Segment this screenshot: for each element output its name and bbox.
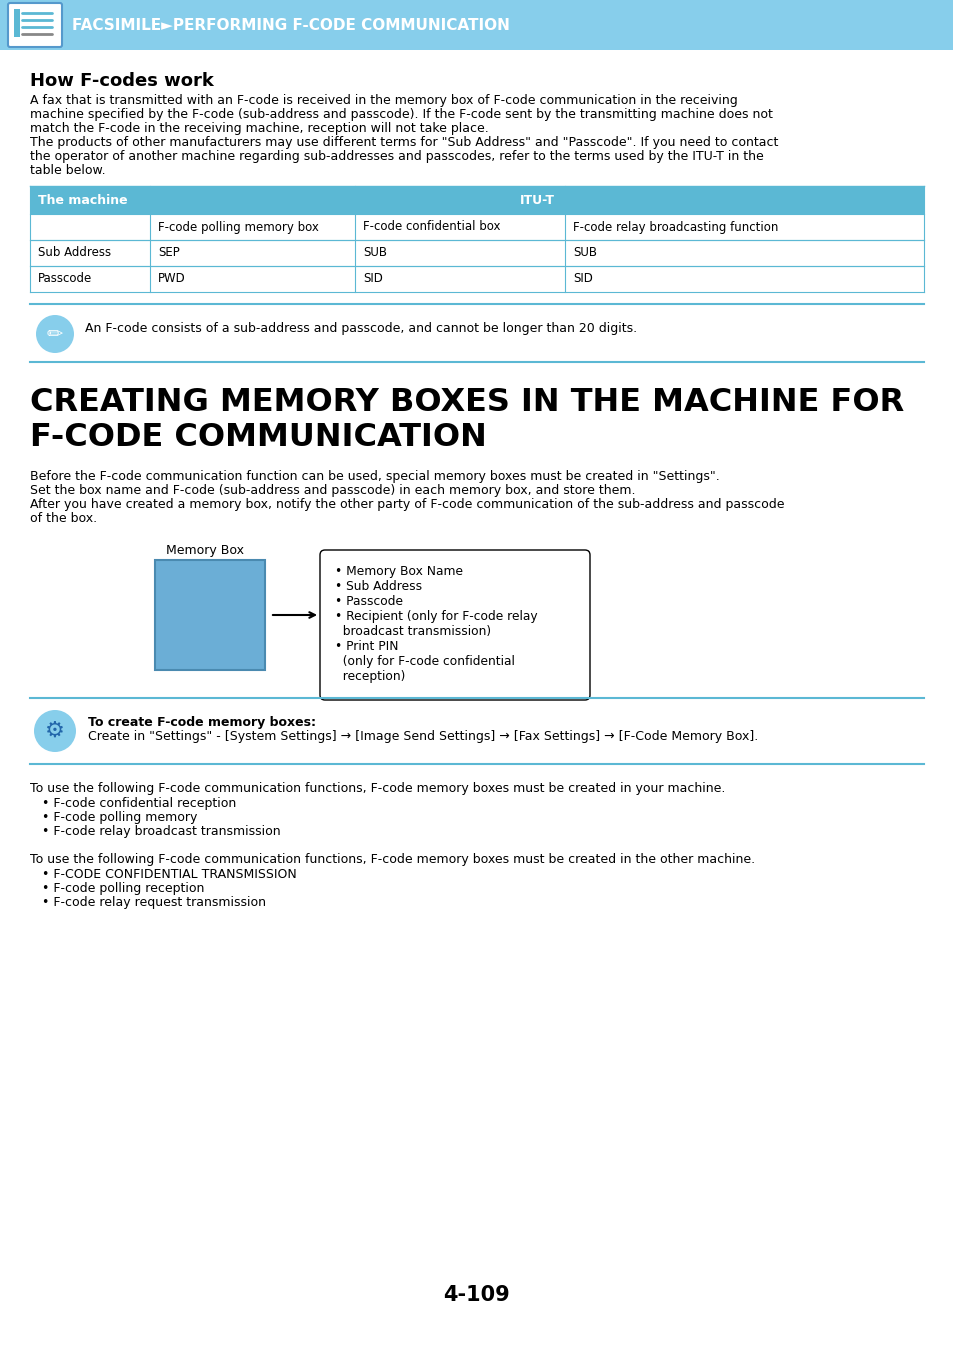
Text: (only for F-code confidential: (only for F-code confidential (335, 655, 515, 668)
Text: • Recipient (only for F-code relay: • Recipient (only for F-code relay (335, 610, 537, 622)
Text: • F-code relay broadcast transmission: • F-code relay broadcast transmission (42, 825, 280, 838)
Circle shape (36, 315, 74, 352)
Text: the operator of another machine regarding sub-addresses and passcodes, refer to : the operator of another machine regardin… (30, 150, 763, 163)
Text: PWD: PWD (158, 273, 186, 285)
Text: • Sub Address: • Sub Address (335, 580, 421, 593)
FancyBboxPatch shape (0, 0, 953, 50)
FancyBboxPatch shape (30, 215, 923, 240)
Text: • Memory Box Name: • Memory Box Name (335, 566, 462, 578)
Text: Create in "Settings" - [System Settings] → [Image Send Settings] → [Fax Settings: Create in "Settings" - [System Settings]… (88, 730, 758, 742)
Text: 4-109: 4-109 (443, 1285, 510, 1305)
Text: table below.: table below. (30, 163, 106, 177)
Text: • Print PIN: • Print PIN (335, 640, 398, 653)
Text: reception): reception) (335, 670, 405, 683)
Text: Memory Box: Memory Box (166, 544, 244, 558)
FancyBboxPatch shape (30, 240, 923, 266)
Text: • Passcode: • Passcode (335, 595, 402, 608)
Text: CREATING MEMORY BOXES IN THE MACHINE FOR
F-CODE COMMUNICATION: CREATING MEMORY BOXES IN THE MACHINE FOR… (30, 387, 903, 452)
Text: ⚙: ⚙ (45, 721, 65, 741)
FancyBboxPatch shape (30, 186, 923, 215)
Text: After you have created a memory box, notify the other party of F-code communicat: After you have created a memory box, not… (30, 498, 783, 512)
Text: ✏: ✏ (47, 324, 63, 343)
Text: broadcast transmission): broadcast transmission) (335, 625, 491, 639)
FancyBboxPatch shape (319, 549, 589, 701)
Text: of the box.: of the box. (30, 512, 97, 525)
FancyBboxPatch shape (8, 3, 62, 47)
FancyBboxPatch shape (30, 266, 923, 292)
Text: SID: SID (363, 273, 382, 285)
Text: F-code polling memory box: F-code polling memory box (158, 220, 318, 234)
FancyBboxPatch shape (14, 9, 20, 36)
Text: The machine: The machine (38, 193, 128, 207)
Text: FACSIMILE►PERFORMING F-CODE COMMUNICATION: FACSIMILE►PERFORMING F-CODE COMMUNICATIO… (71, 18, 509, 32)
Text: Sub Address: Sub Address (38, 247, 111, 259)
Text: • F-code polling memory: • F-code polling memory (42, 811, 197, 824)
Text: SEP: SEP (158, 247, 179, 259)
Text: The products of other manufacturers may use different terms for "Sub Address" an: The products of other manufacturers may … (30, 136, 778, 148)
Text: To create F-code memory boxes:: To create F-code memory boxes: (88, 716, 315, 729)
Text: • F-code polling reception: • F-code polling reception (42, 882, 204, 895)
Text: Passcode: Passcode (38, 273, 92, 285)
Text: ITU-T: ITU-T (519, 193, 554, 207)
Text: SID: SID (573, 273, 592, 285)
Circle shape (34, 710, 76, 752)
Text: To use the following F-code communication functions, F-code memory boxes must be: To use the following F-code communicatio… (30, 853, 755, 865)
Text: • F-code confidential reception: • F-code confidential reception (42, 796, 236, 810)
Text: An F-code consists of a sub-address and passcode, and cannot be longer than 20 d: An F-code consists of a sub-address and … (85, 323, 637, 335)
Text: machine specified by the F-code (sub-address and passcode). If the F-code sent b: machine specified by the F-code (sub-add… (30, 108, 772, 122)
Text: How F-codes work: How F-codes work (30, 72, 213, 90)
Text: A fax that is transmitted with an F-code is received in the memory box of F-code: A fax that is transmitted with an F-code… (30, 95, 737, 107)
Text: F-code confidential box: F-code confidential box (363, 220, 500, 234)
FancyBboxPatch shape (154, 560, 265, 670)
Text: To use the following F-code communication functions, F-code memory boxes must be: To use the following F-code communicatio… (30, 782, 724, 795)
Text: SUB: SUB (573, 247, 597, 259)
Text: • F-CODE CONFIDENTIAL TRANSMISSION: • F-CODE CONFIDENTIAL TRANSMISSION (42, 868, 296, 882)
Text: match the F-code in the receiving machine, reception will not take place.: match the F-code in the receiving machin… (30, 122, 488, 135)
Text: SUB: SUB (363, 247, 387, 259)
Text: Set the box name and F-code (sub-address and passcode) in each memory box, and s: Set the box name and F-code (sub-address… (30, 485, 635, 497)
Text: • F-code relay request transmission: • F-code relay request transmission (42, 896, 266, 909)
Text: Before the F-code communication function can be used, special memory boxes must : Before the F-code communication function… (30, 470, 719, 483)
Text: F-code relay broadcasting function: F-code relay broadcasting function (573, 220, 778, 234)
